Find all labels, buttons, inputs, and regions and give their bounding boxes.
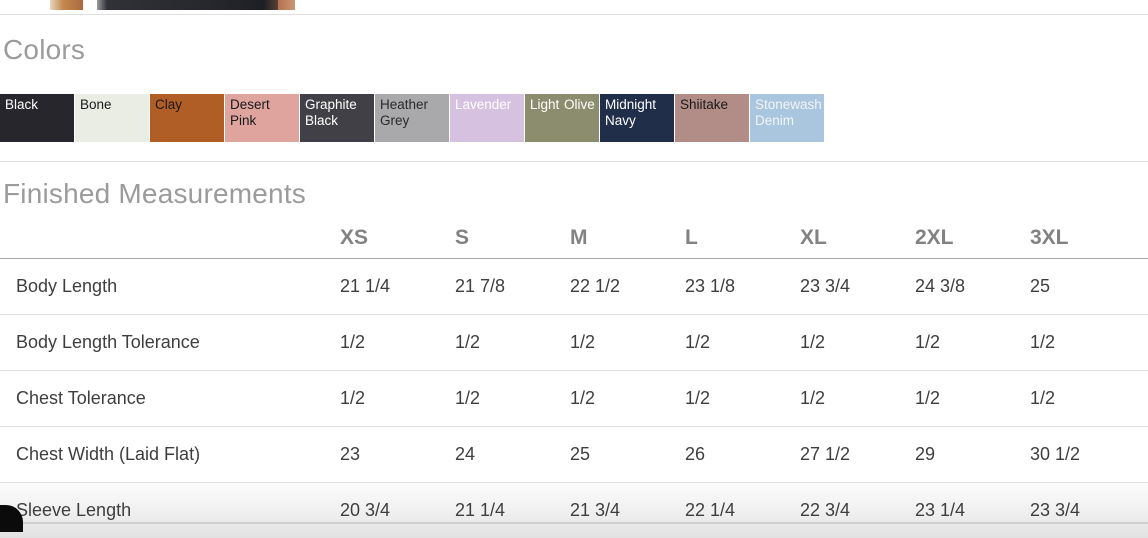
color-swatch-shiitake[interactable]: Shiitake — [675, 94, 749, 142]
measurement-row-chest-width: Chest Width (Laid Flat) 23 24 25 26 27 1… — [0, 427, 1148, 483]
column-header-xs: XS — [340, 226, 455, 258]
measurement-value: 1/2 — [800, 332, 915, 353]
measurement-value: 25 — [570, 444, 685, 465]
colors-section-title: Colors — [3, 35, 1148, 64]
product-photo-fragment[interactable] — [97, 0, 278, 10]
measurement-value: 23 3/4 — [1030, 500, 1145, 521]
measurement-label: Body Length Tolerance — [0, 332, 340, 353]
measurement-value: 23 3/4 — [800, 276, 915, 297]
column-header-s: S — [455, 226, 570, 258]
measurement-label: Sleeve Length — [0, 500, 340, 521]
color-swatch-label: Heather Grey — [380, 97, 449, 129]
measurement-value: 1/2 — [340, 332, 455, 353]
measurement-value: 20 3/4 — [340, 500, 455, 521]
color-swatch-label: Desert Pink — [230, 97, 299, 129]
measurement-value: 1/2 — [570, 388, 685, 409]
measurement-value: 1/2 — [685, 332, 800, 353]
color-swatch-label: Midnight Navy — [605, 97, 674, 129]
color-swatch-label: Shiitake — [680, 97, 749, 113]
measurement-label: Chest Width (Laid Flat) — [0, 444, 340, 465]
measurement-value: 1/2 — [340, 388, 455, 409]
measurement-value: 29 — [915, 444, 1030, 465]
color-swatch-midnight-navy[interactable]: Midnight Navy — [600, 94, 674, 142]
measurement-row-chest-tolerance: Chest Tolerance 1/2 1/2 1/2 1/2 1/2 1/2 … — [0, 371, 1148, 427]
color-swatch-light-olive[interactable]: Light Olive — [525, 94, 599, 142]
color-swatch-heather-grey[interactable]: Heather Grey — [375, 94, 449, 142]
measurement-label: Body Length — [0, 276, 340, 297]
measurement-value: 26 — [685, 444, 800, 465]
color-swatch-black[interactable]: Black — [0, 94, 74, 142]
color-swatch-label: Stonewash Denim — [755, 97, 824, 129]
color-swatch-label: Black — [5, 97, 74, 113]
measurement-value: 22 3/4 — [800, 500, 915, 521]
measurement-row-body-length: Body Length 21 1/4 21 7/8 22 1/2 23 1/8 … — [0, 259, 1148, 315]
product-photo-strip — [0, 0, 1148, 10]
measurements-header-row: XS S M L XL 2XL 3XL — [0, 209, 1148, 259]
product-photo-fragment[interactable] — [278, 0, 295, 10]
measurement-value: 1/2 — [685, 388, 800, 409]
measurement-value: 30 1/2 — [1030, 444, 1145, 465]
color-swatch-label: Lavender — [455, 97, 524, 113]
color-swatch-graphite-black[interactable]: Graphite Black — [300, 94, 374, 142]
measurement-value: 23 1/8 — [685, 276, 800, 297]
measurement-label: Chest Tolerance — [0, 388, 340, 409]
color-swatch-label: Graphite Black — [305, 97, 374, 129]
column-header-m: M — [570, 226, 685, 258]
color-swatch-label: Light Olive — [530, 97, 599, 113]
measurement-value: 22 1/2 — [570, 276, 685, 297]
measurement-value: 27 1/2 — [800, 444, 915, 465]
color-swatch-label: Bone — [80, 97, 149, 113]
measurements-section-title: Finished Measurements — [3, 179, 1148, 208]
measurement-value: 23 1/4 — [915, 500, 1030, 521]
measurement-value: 1/2 — [915, 388, 1030, 409]
measurement-value: 24 — [455, 444, 570, 465]
color-swatch-desert-pink[interactable]: Desert Pink — [225, 94, 299, 142]
color-swatch-lavender[interactable]: Lavender — [450, 94, 524, 142]
measurement-value: 1/2 — [915, 332, 1030, 353]
column-header-xl: XL — [800, 226, 915, 258]
measurement-value: 21 1/4 — [455, 500, 570, 521]
measurement-value: 1/2 — [1030, 332, 1145, 353]
measurement-value: 1/2 — [455, 388, 570, 409]
measurement-value: 21 1/4 — [340, 276, 455, 297]
measurement-value: 1/2 — [800, 388, 915, 409]
measurement-value: 24 3/8 — [915, 276, 1030, 297]
column-header-3xl: 3XL — [1030, 226, 1145, 258]
measurements-table: XS S M L XL 2XL 3XL Body Length 21 1/4 2… — [0, 209, 1148, 538]
measurement-value: 23 — [340, 444, 455, 465]
measurement-row-body-length-tolerance: Body Length Tolerance 1/2 1/2 1/2 1/2 1/… — [0, 315, 1148, 371]
measurement-value: 21 7/8 — [455, 276, 570, 297]
measurement-value: 21 3/4 — [570, 500, 685, 521]
column-header-2xl: 2XL — [915, 226, 1030, 258]
measurement-row-sleeve-length: Sleeve Length 20 3/4 21 1/4 21 3/4 22 1/… — [0, 483, 1148, 538]
color-swatch-stonewash-denim[interactable]: Stonewash Denim — [750, 94, 824, 142]
section-divider — [0, 14, 1148, 15]
measurement-value: 22 1/4 — [685, 500, 800, 521]
measurement-value: 1/2 — [1030, 388, 1145, 409]
color-swatch-label: Clay — [155, 97, 224, 113]
color-swatch-row: Black Bone Clay Desert Pink Graphite Bla… — [0, 94, 1148, 142]
measurement-value: 1/2 — [570, 332, 685, 353]
header-spacer — [0, 250, 340, 258]
color-swatch-clay[interactable]: Clay — [150, 94, 224, 142]
section-divider — [0, 161, 1148, 162]
measurement-value: 1/2 — [455, 332, 570, 353]
color-swatch-bone[interactable]: Bone — [75, 94, 149, 142]
measurement-value: 25 — [1030, 276, 1145, 297]
column-header-l: L — [685, 226, 800, 258]
product-photo-fragment[interactable] — [50, 0, 83, 10]
